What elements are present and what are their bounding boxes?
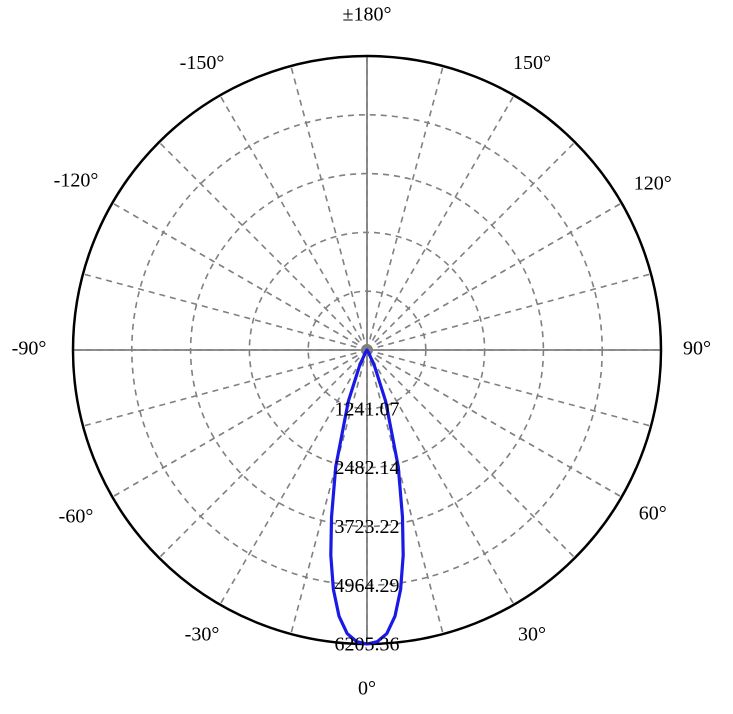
angle-label: 0°	[358, 678, 376, 700]
polar-chart: 1241.07 2482.14 3723.22 4964.29 6205.36 0° 30°…	[0, 0, 733, 714]
angle-label: 150°	[513, 52, 551, 74]
radial-label: 6205.36	[335, 634, 400, 656]
radial-label: 1241.07	[335, 398, 400, 420]
angle-label: 60°	[639, 503, 667, 525]
angle-label: -150°	[180, 52, 225, 74]
angle-label: -60°	[59, 506, 94, 528]
radial-label: 3723.22	[335, 516, 400, 538]
angle-label: -90°	[12, 338, 47, 360]
angle-label: 30°	[518, 623, 546, 645]
angle-label: -120°	[54, 170, 99, 192]
angle-label: -30°	[185, 623, 220, 645]
angle-label: 90°	[683, 338, 711, 360]
angle-label: 120°	[634, 173, 672, 195]
angle-label: ±180°	[343, 4, 392, 26]
radial-label: 4964.29	[335, 575, 400, 597]
polar-chart-svg: 1241.07 2482.14 3723.22 4964.29 6205.36 0° 30°…	[0, 0, 733, 714]
radial-label: 2482.14	[335, 457, 400, 479]
